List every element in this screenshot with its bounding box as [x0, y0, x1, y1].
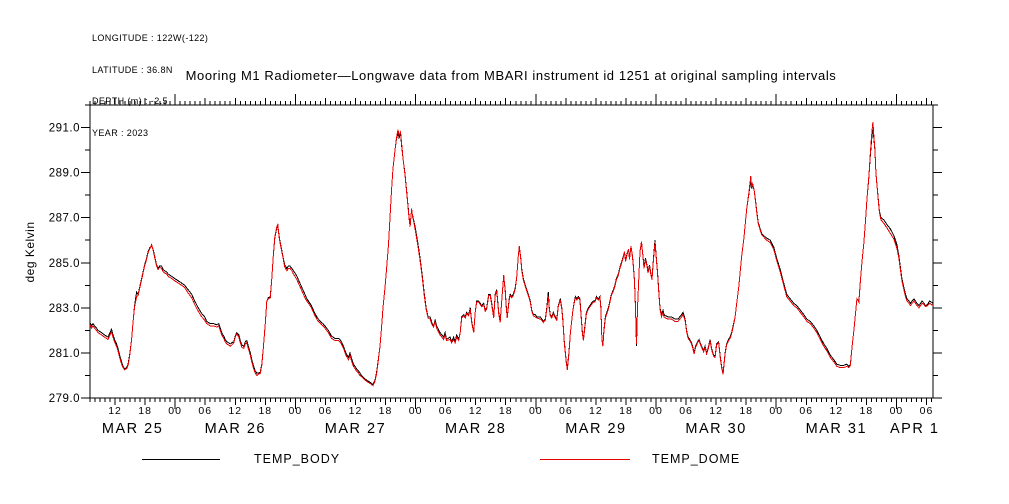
x-hour-label: 18	[619, 405, 633, 417]
x-hour-label: 18	[860, 405, 874, 417]
x-hour-label: 00	[289, 405, 303, 417]
legend-line-temp-dome	[540, 459, 630, 460]
x-hour-label: 06	[679, 405, 693, 417]
x-hour-label: 00	[409, 405, 423, 417]
y-tick-label: 289.0	[49, 168, 80, 180]
y-tick-label: 285.0	[49, 258, 80, 270]
legend-label-temp-dome: TEMP_DOME	[652, 452, 741, 466]
x-day-label: MAR 25	[102, 421, 163, 437]
x-day-label: MAR 31	[806, 421, 867, 437]
y-tick-label: 281.0	[49, 348, 80, 360]
x-hour-label: 06	[319, 405, 333, 417]
metadata-longitude: LONGITUDE : 122W(-122)	[92, 33, 209, 43]
chart-title: Mooring M1 Radiometer—Longwave data from…	[185, 68, 837, 83]
x-hour-label: 12	[228, 405, 242, 417]
x-hour-label: 18	[138, 405, 152, 417]
x-hour-label: 00	[769, 405, 783, 417]
x-hour-label: 18	[379, 405, 393, 417]
x-hour-label: 06	[920, 405, 934, 417]
metadata-year: YEAR : 2023	[92, 127, 149, 138]
temp-body-line	[89, 129, 934, 386]
x-day-label: MAR 27	[325, 421, 386, 437]
x-hour-label: 06	[559, 405, 573, 417]
metadata-block: LONGITUDE : 122W(-122) LATITUDE : 36.8N …	[92, 12, 208, 159]
x-day-label: MAR 29	[565, 421, 626, 437]
metadata-depth: DEPTH (m) : -2.5	[92, 96, 168, 106]
x-hour-label: 12	[108, 405, 122, 417]
temp-dome-line	[89, 121, 934, 387]
metadata-latitude: LATITUDE : 36.8N	[92, 64, 173, 75]
x-day-label: MAR 30	[685, 421, 746, 437]
x-day-label: MAR 26	[205, 421, 266, 437]
x-hour-label: 18	[739, 405, 753, 417]
x-hour-label: 06	[439, 405, 453, 417]
x-hour-label: 00	[649, 405, 663, 417]
x-hour-label: 00	[890, 405, 904, 417]
x-hour-label: 12	[829, 405, 843, 417]
y-tick-label: 279.0	[49, 393, 80, 405]
y-tick-label: 287.0	[49, 213, 80, 225]
x-day-label: APR 1	[890, 421, 939, 437]
x-hour-label: 12	[469, 405, 483, 417]
legend-line-temp-body	[142, 459, 220, 460]
x-hour-label: 18	[499, 405, 513, 417]
y-tick-label: 283.0	[49, 303, 80, 315]
x-hour-label: 00	[168, 405, 182, 417]
x-hour-label: 00	[529, 405, 543, 417]
x-hour-label: 12	[349, 405, 363, 417]
y-tick-label: 291.0	[49, 123, 80, 135]
x-day-label: MAR 28	[445, 421, 506, 437]
x-hour-label: 18	[258, 405, 272, 417]
x-hour-label: 12	[709, 405, 723, 417]
x-hour-label: 12	[589, 405, 603, 417]
x-hour-label: 06	[799, 405, 813, 417]
legend-label-temp-body: TEMP_BODY	[254, 452, 341, 466]
plot-frame	[89, 104, 934, 399]
x-hour-label: 06	[198, 405, 212, 417]
